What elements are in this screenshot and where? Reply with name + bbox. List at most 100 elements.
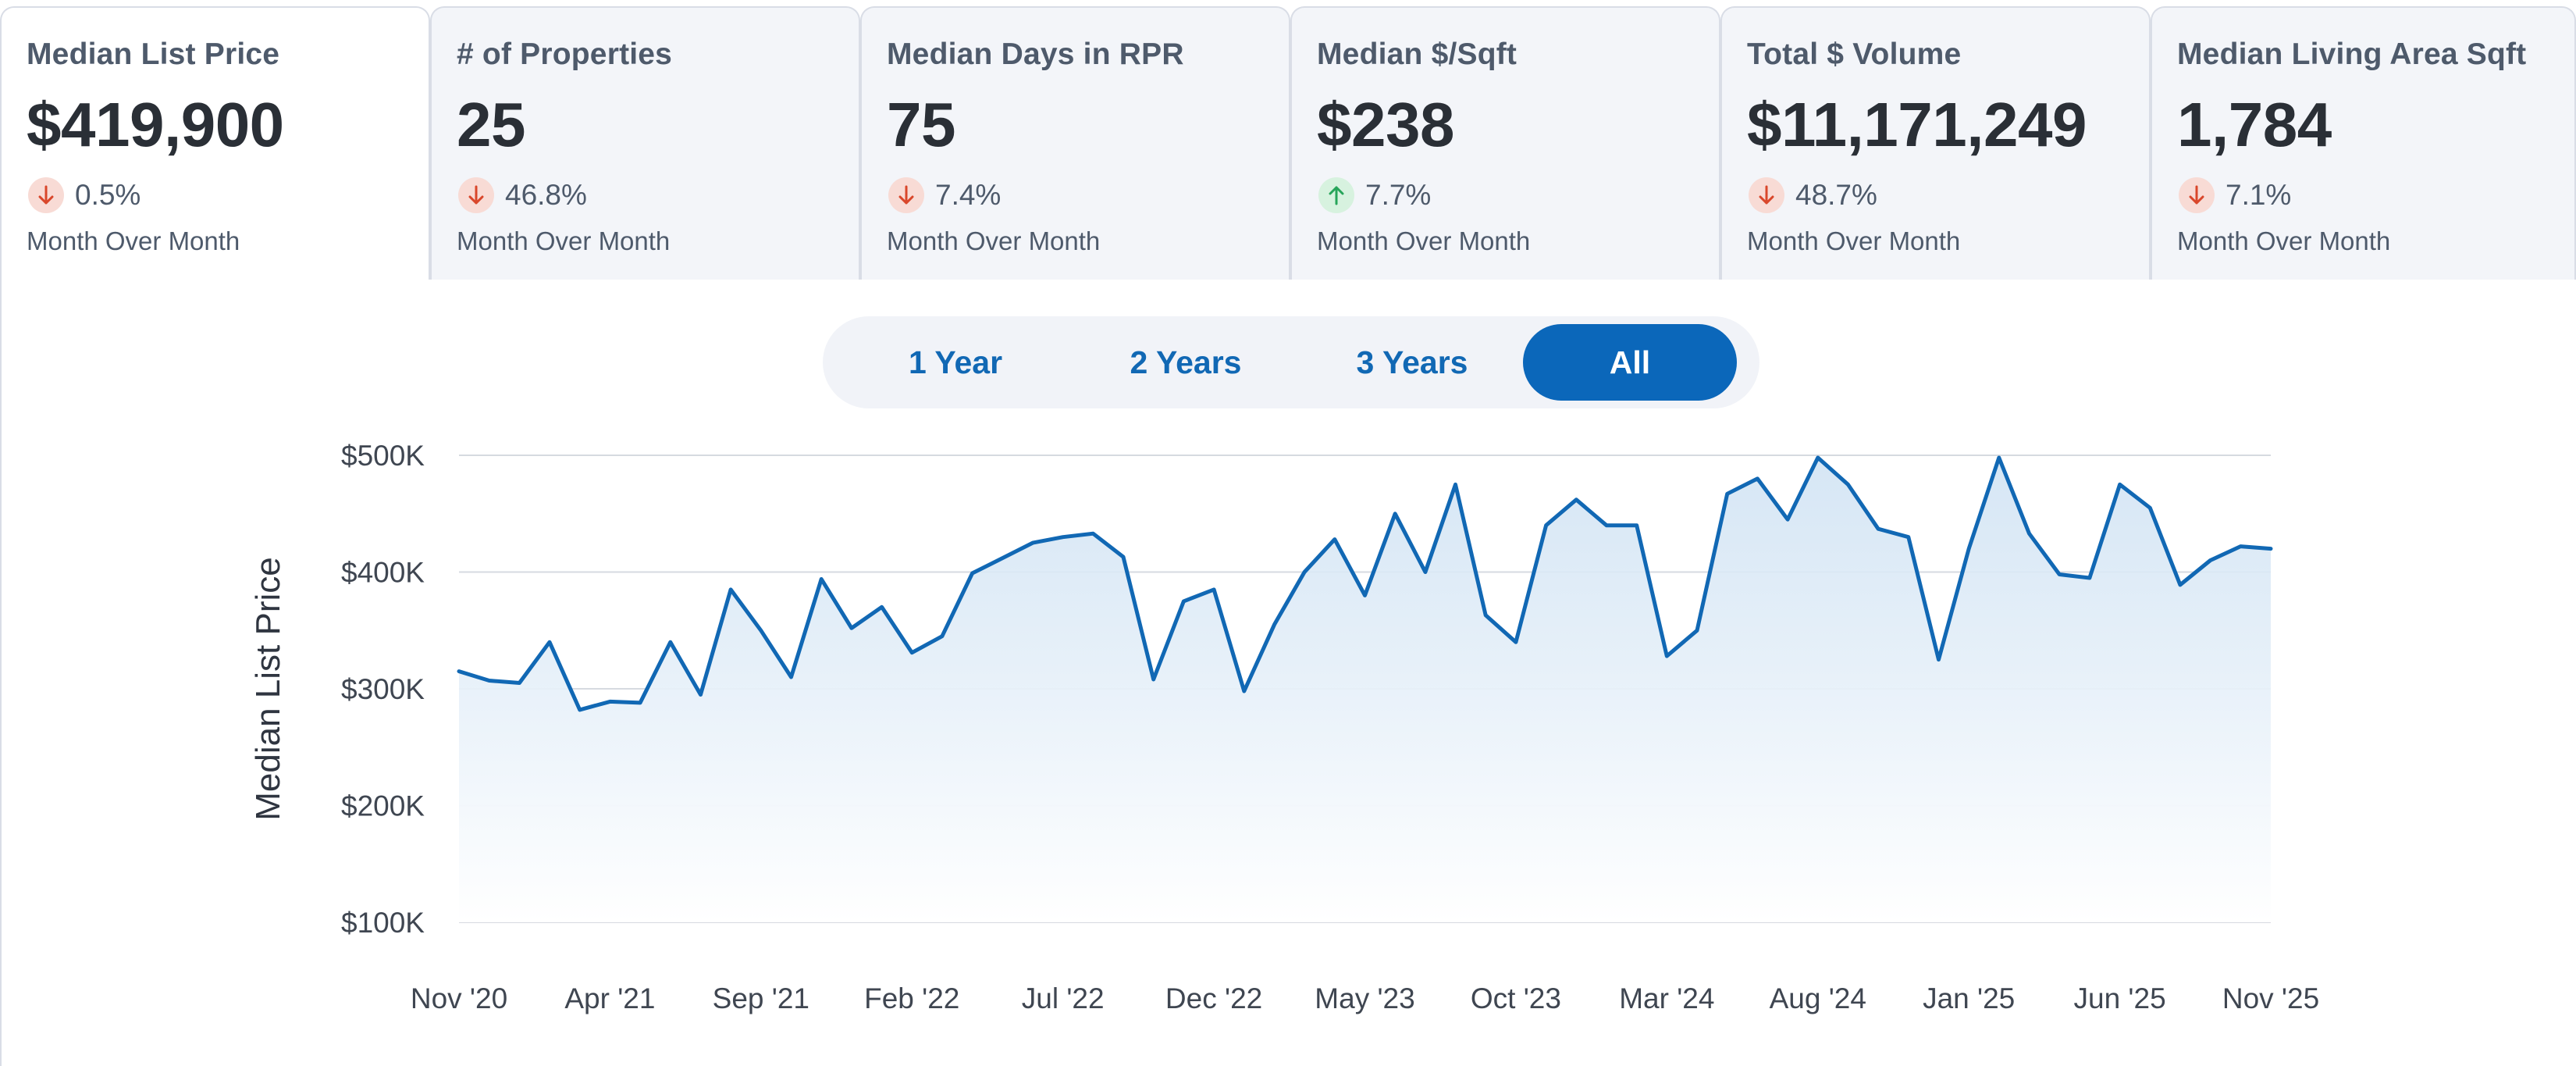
y-tick-label: $400K	[341, 557, 425, 589]
data-point[interactable]	[847, 623, 856, 633]
data-point[interactable]	[877, 602, 887, 611]
metric-change: 7.1%	[2177, 176, 2574, 214]
data-point[interactable]	[1330, 535, 1340, 544]
data-point[interactable]	[1361, 590, 1370, 600]
y-axis-title: Median List Price	[249, 557, 287, 820]
data-point[interactable]	[1511, 637, 1521, 647]
y-tick-label: $100K	[341, 907, 425, 939]
data-point[interactable]	[787, 672, 796, 682]
metric-tab[interactable]: Median Days in RPR 75 7.4% Month Over Mo…	[860, 6, 1290, 280]
data-point[interactable]	[1421, 568, 1430, 577]
metric-value: $11,171,249	[1747, 90, 2087, 159]
data-point[interactable]	[1723, 489, 1732, 498]
data-point[interactable]	[696, 690, 705, 699]
data-point[interactable]	[2025, 529, 2034, 538]
y-tick-label: $300K	[341, 673, 425, 705]
data-point[interactable]	[1028, 538, 1037, 547]
data-point[interactable]	[2206, 556, 2215, 565]
data-point[interactable]	[1904, 533, 1913, 542]
data-point[interactable]	[1994, 453, 2004, 462]
data-point[interactable]	[635, 698, 645, 708]
data-point[interactable]	[454, 667, 464, 676]
metric-tabs: Median List Price $419,900 0.5% Month Ov…	[0, 6, 2576, 280]
data-point[interactable]	[1934, 655, 1943, 665]
data-point[interactable]	[1481, 611, 1490, 620]
metric-tab[interactable]: Median Living Area Sqft 1,784 7.1% Month…	[2151, 6, 2576, 280]
change-period: Month Over Month	[457, 226, 671, 255]
arrow-up-icon	[1318, 177, 1354, 213]
data-point[interactable]	[1240, 686, 1249, 696]
data-point[interactable]	[1873, 524, 1883, 533]
data-point[interactable]	[1300, 568, 1309, 577]
data-point[interactable]	[726, 585, 735, 594]
data-point[interactable]	[666, 637, 675, 647]
metric-value: 75	[887, 90, 955, 159]
change-percent: 7.4%	[935, 179, 1002, 211]
data-point[interactable]	[1813, 453, 1823, 462]
data-point[interactable]	[1119, 552, 1128, 562]
range-2-years-button[interactable]: 2 Years	[1088, 324, 1283, 401]
data-point[interactable]	[1843, 480, 1852, 489]
data-point[interactable]	[968, 569, 977, 578]
data-point[interactable]	[1451, 480, 1461, 489]
data-point[interactable]	[1632, 521, 1642, 530]
data-point[interactable]	[1149, 675, 1158, 684]
data-point[interactable]	[817, 574, 826, 583]
series-area	[459, 458, 2271, 922]
x-tick-label: Dec '22	[1165, 982, 1262, 1014]
data-point[interactable]	[1269, 620, 1279, 629]
data-point[interactable]	[2266, 544, 2275, 554]
data-point[interactable]	[1783, 515, 1792, 524]
metric-change: 7.4%	[887, 176, 1289, 214]
data-point[interactable]	[2145, 503, 2154, 512]
data-point[interactable]	[938, 632, 947, 641]
data-point[interactable]	[1390, 509, 1400, 519]
range-all-button[interactable]: All	[1523, 324, 1737, 401]
metric-change: 48.7%	[1747, 176, 2149, 214]
data-point[interactable]	[1209, 585, 1219, 594]
data-point[interactable]	[907, 648, 916, 658]
metric-change: 7.7%	[1317, 176, 1719, 214]
change-percent: 48.7%	[1795, 179, 1877, 211]
x-tick-label: Mar '24	[1619, 982, 1714, 1014]
data-point[interactable]	[998, 554, 1007, 563]
metric-change: 0.5%	[27, 176, 429, 214]
metric-tab[interactable]: Total $ Volume $11,171,249 48.7% Month O…	[1720, 6, 2151, 280]
data-point[interactable]	[1602, 521, 1611, 530]
metric-tab[interactable]: Median List Price $419,900 0.5% Month Ov…	[0, 6, 430, 280]
data-point[interactable]	[2115, 480, 2125, 489]
data-point[interactable]	[1571, 495, 1581, 504]
data-point[interactable]	[756, 626, 766, 635]
metric-tab[interactable]: # of Properties 25 46.8% Month Over Mont…	[430, 6, 860, 280]
data-point[interactable]	[485, 676, 494, 686]
data-point[interactable]	[1752, 474, 1762, 483]
data-point[interactable]	[1088, 529, 1098, 538]
data-point[interactable]	[514, 679, 524, 688]
change-period: Month Over Month	[1317, 226, 1531, 255]
data-point[interactable]	[1662, 651, 1671, 661]
data-point[interactable]	[2236, 542, 2245, 551]
data-point[interactable]	[2055, 569, 2064, 579]
metric-value: 25	[457, 90, 525, 159]
metric-tab[interactable]: Median $/Sqft $238 7.7% Month Over Month	[1290, 6, 1720, 280]
data-point[interactable]	[1542, 521, 1551, 530]
change-percent: 0.5%	[75, 179, 141, 211]
change-period: Month Over Month	[1747, 226, 1961, 255]
range-3-years-button[interactable]: 3 Years	[1315, 324, 1510, 401]
data-point[interactable]	[1692, 626, 1702, 635]
data-point[interactable]	[2176, 580, 2185, 590]
arrow-down-icon	[2179, 177, 2215, 213]
data-point[interactable]	[1179, 597, 1188, 606]
metric-label: Median Living Area Sqft	[2177, 37, 2527, 71]
x-tick-label: Feb '22	[864, 982, 959, 1014]
data-point[interactable]	[1964, 544, 1973, 554]
data-point[interactable]	[2085, 573, 2094, 583]
data-point[interactable]	[1059, 533, 1068, 542]
time-range-selector: 1 Year 2 Years 3 Years All	[823, 316, 1759, 408]
data-point[interactable]	[545, 637, 554, 647]
data-point[interactable]	[605, 697, 614, 706]
data-point[interactable]	[575, 705, 585, 715]
metric-value: $238	[1317, 90, 1454, 159]
metric-label: # of Properties	[457, 37, 673, 71]
range-1-year-button[interactable]: 1 Year	[870, 324, 1041, 401]
